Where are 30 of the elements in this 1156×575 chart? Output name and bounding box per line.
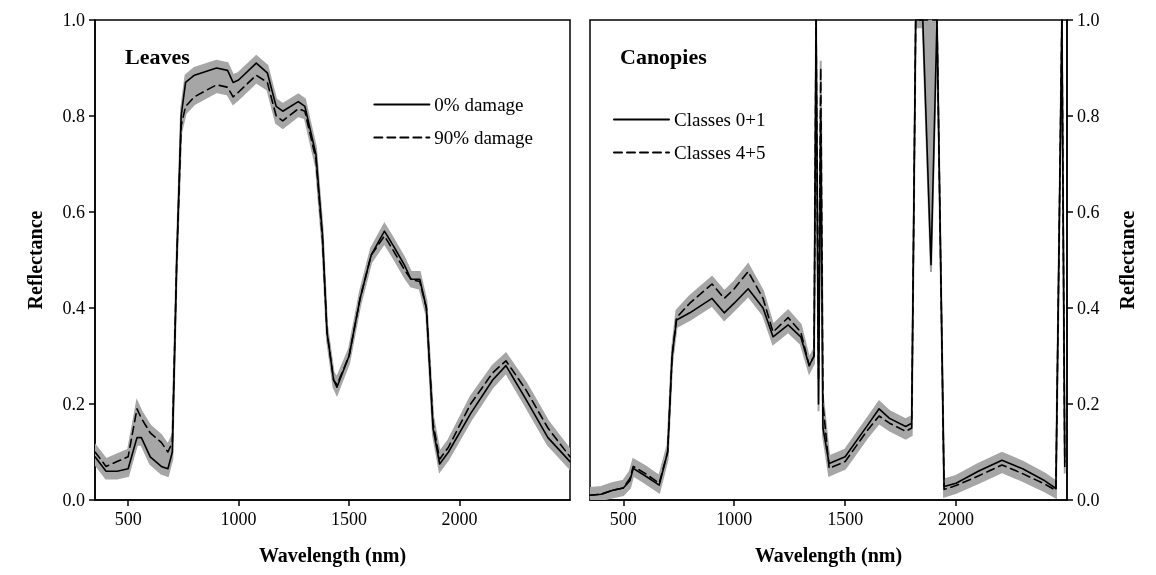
y-tick-label: 0.6 [62,202,85,222]
legend-label: 0% damage [434,94,524,115]
y2-tick-label: 0.8 [1077,106,1100,126]
x-tick-label: 1500 [827,509,864,529]
x-tick-label: 1000 [716,509,753,529]
legend-label: 90% damage [434,127,533,148]
y2-tick-label: 0.4 [1077,298,1100,318]
x-tick-label: 500 [114,509,142,529]
x-axis-title: Wavelength (nm) [258,544,407,567]
x-tick-label: 1500 [331,509,368,529]
legend-label: Classes 0+1 [674,109,766,130]
x-tick-label: 2000 [441,509,478,529]
y-tick-label: 0.0 [62,490,85,510]
y2-axis-title: Reflectance [1116,210,1138,310]
y-tick-label: 1.0 [62,10,85,30]
legend-label: Classes 4+5 [674,142,766,163]
x-tick-label: 1000 [220,509,257,529]
y-axis-title: Reflectance [24,210,46,310]
y-tick-label: 0.4 [62,298,85,318]
y2-tick-label: 0.6 [1077,202,1100,222]
text: Leaves [125,43,191,69]
x-tick-label: 500 [609,509,637,529]
y-tick-label: 0.2 [62,394,85,414]
y2-tick-label: 1.0 [1077,10,1100,30]
x-tick-label: 2000 [938,509,975,529]
y2-tick-label: 0.0 [1077,490,1100,510]
y2-tick-label: 0.2 [1077,394,1100,414]
x-axis-title: Wavelength (nm) [754,544,903,567]
y-tick-label: 0.8 [62,106,85,126]
text: Canopies [620,43,708,69]
